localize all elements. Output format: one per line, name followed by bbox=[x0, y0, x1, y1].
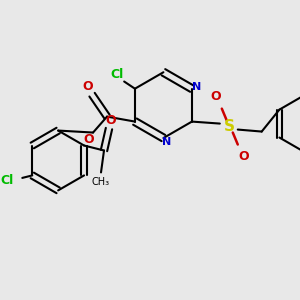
Text: CH₃: CH₃ bbox=[92, 177, 110, 188]
Text: S: S bbox=[224, 119, 235, 134]
Text: Cl: Cl bbox=[1, 174, 14, 187]
Text: N: N bbox=[162, 137, 171, 147]
Text: O: O bbox=[106, 114, 116, 127]
Text: O: O bbox=[84, 133, 94, 146]
Text: O: O bbox=[83, 80, 93, 93]
Text: Cl: Cl bbox=[110, 68, 124, 81]
Text: O: O bbox=[211, 90, 221, 103]
Text: O: O bbox=[238, 150, 249, 163]
Text: N: N bbox=[192, 82, 202, 92]
